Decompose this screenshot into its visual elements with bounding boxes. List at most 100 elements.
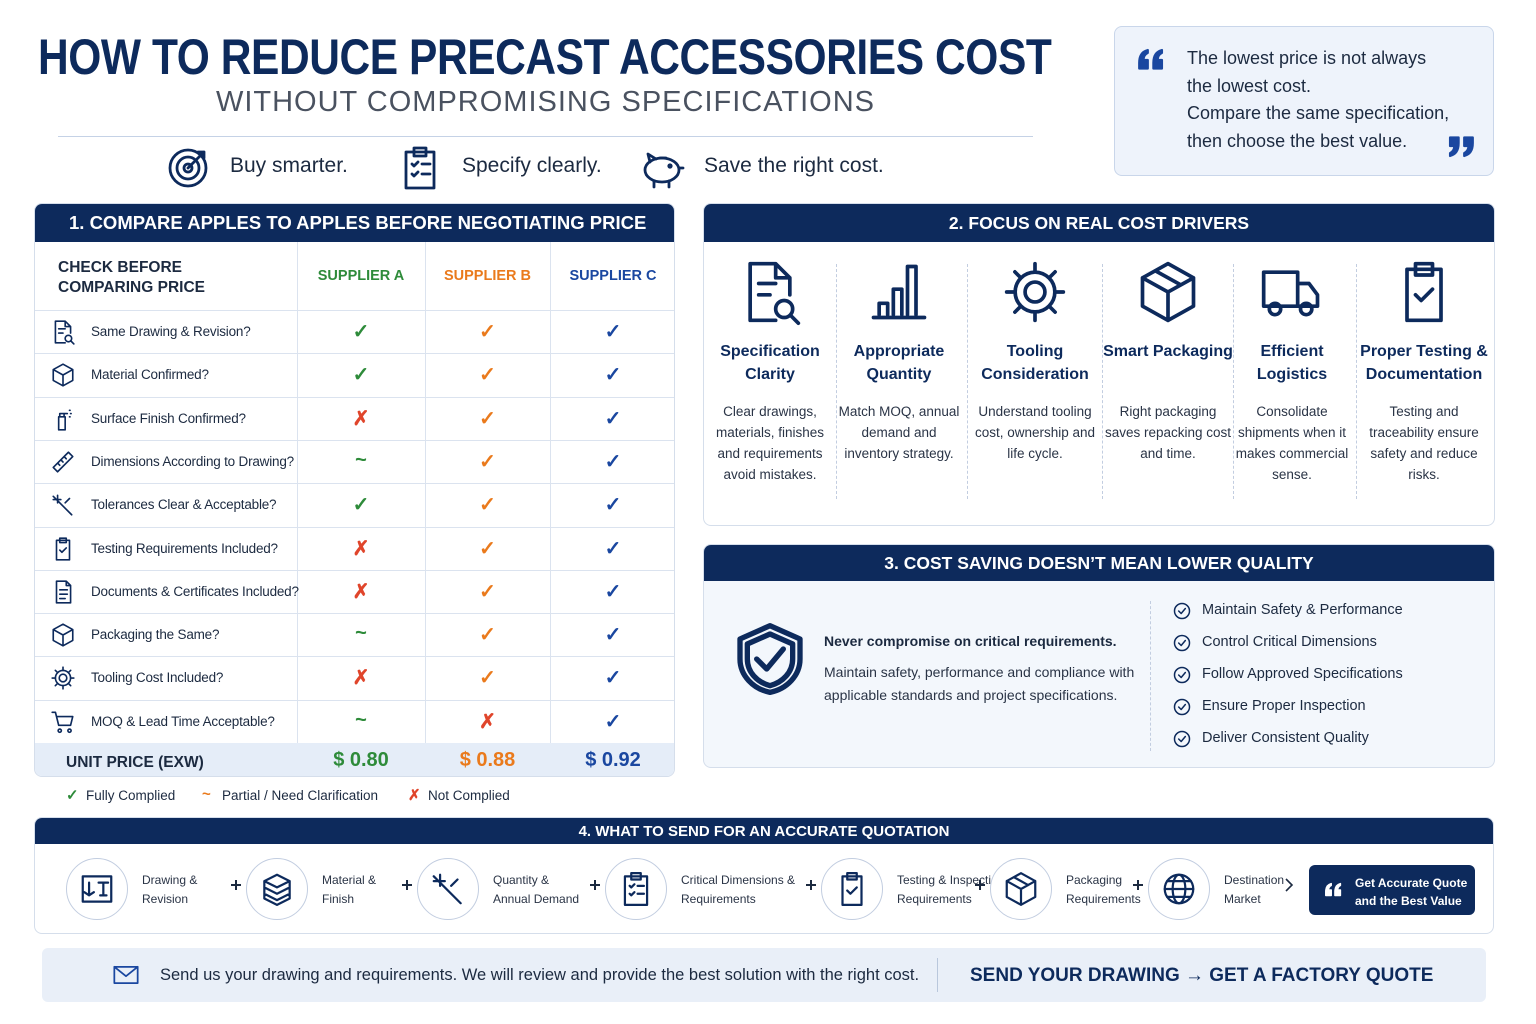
icon-graphic [54,320,75,345]
row-rule [35,483,674,485]
mark: ✓ [479,537,496,560]
mark: ~ [355,708,367,731]
icon-graphic [1448,136,1474,158]
icon-graphic [52,494,73,516]
icon [50,406,76,432]
icon-graphic [748,261,801,326]
mark: ✓ [604,667,622,690]
icon-shape [186,150,206,170]
legend-label: Not Complied [428,788,510,803]
row-rule [35,526,674,528]
icon-shape [404,146,436,190]
mark: ✗ [479,710,496,733]
item-circle [66,858,128,920]
icon-shape [64,334,73,343]
icon-graphic [231,880,241,890]
icon-graphic [737,623,803,695]
icon-graphic [51,666,75,691]
mark: ✓ [479,580,496,603]
icon [638,144,686,192]
item-label: Testing & Inspection Requirements [897,873,1005,906]
icon-shape [1173,730,1191,748]
icon-shape [55,536,71,561]
icon [833,870,871,908]
icon [1390,258,1458,326]
icon-graphic [806,880,816,890]
icon [258,870,296,908]
icon-shape [54,320,72,344]
icon [736,258,804,326]
section3: 3. COST SAVING DOESN’T MEAN LOWER QUALIT… [703,544,1495,768]
icon-shape [754,646,786,672]
mark: ✗ [352,537,370,560]
section-bar: 1. COMPARE APPLES TO APPLES BEFORE NEGOT… [35,204,674,242]
sep [836,264,837,499]
icon-shape [1285,878,1294,892]
icon-shape [263,873,291,906]
icon [1172,665,1192,685]
icon-graphic [168,148,208,188]
icon-shape [231,880,241,890]
icon-shape [737,623,803,695]
icon-shape [1023,280,1047,304]
subtitle: WITHOUT COMPROMISING SPECIFICATIONS [215,86,876,118]
icon-shape [52,623,74,647]
quote-line: The lowest price is not always [1187,48,1427,68]
icon-shape [748,261,792,323]
icon-shape [841,872,863,906]
head-rule [35,310,674,311]
divider [58,136,1033,137]
row-rule [35,353,674,355]
icon-graphic [404,146,436,190]
icon [1135,43,1169,77]
icon-shape [1325,882,1342,897]
legend-symbol: ✗ [408,787,421,804]
icon-shape [57,409,72,431]
icon-graphic [402,880,412,890]
row-label: Dimensions According to Drawing? [91,453,294,469]
item-label: Critical Dimensions & Requirements [681,873,796,906]
mark: ~ [355,622,367,645]
icon-shape [788,313,801,326]
footer-cta: SEND YOUR DRAWING → GET A FACTORY QUOTE [970,965,1434,986]
row-rule [35,396,674,398]
icon-shape [773,298,795,320]
section1: 1. COMPARE APPLES TO APPLES BEFORE NEGOT… [34,203,675,777]
plus-sign [974,878,986,890]
icon [865,258,933,326]
icon-shape [1298,301,1314,317]
icon [1323,879,1345,901]
icon-graphic [1173,634,1191,652]
driver-text: Consolidate shipments when it makes comm… [1235,404,1349,482]
icon [50,665,76,691]
col-line [425,242,426,743]
icon-shape [744,631,796,689]
mark: ✓ [479,624,496,647]
icon [108,961,144,989]
icon-graphic [1173,666,1191,684]
icon-graphic [1138,48,1164,70]
icon [1134,258,1202,326]
lead-text: Maintain safety, performance and complia… [824,664,1135,703]
mark: ✓ [604,537,622,560]
icon-graphic [1173,698,1191,716]
driver-text: Testing and traceability ensure safety a… [1369,404,1479,482]
icon [1160,870,1198,908]
tagline: Save the right cost. [704,154,884,177]
row-label: MOQ & Lead Time Acceptable? [91,713,275,729]
row-label: Documents & Certificates Included? [91,583,299,599]
icon-graphic [643,152,685,189]
icon [617,870,655,908]
icon-graphic [590,880,600,890]
icon-graphic [1173,602,1191,620]
icon-shape [1177,607,1187,615]
icon-shape [1177,639,1187,647]
icon-shape [667,163,673,169]
icon [50,579,76,605]
icon [1002,870,1040,908]
row-label: Packaging the Same? [91,627,220,643]
icon-graphic [1163,873,1195,905]
quote-box: The lowest price is not always the lowest… [1114,26,1494,176]
icon-shape [646,152,685,189]
driver-text: Understand tooling cost, ownership and l… [974,404,1096,461]
